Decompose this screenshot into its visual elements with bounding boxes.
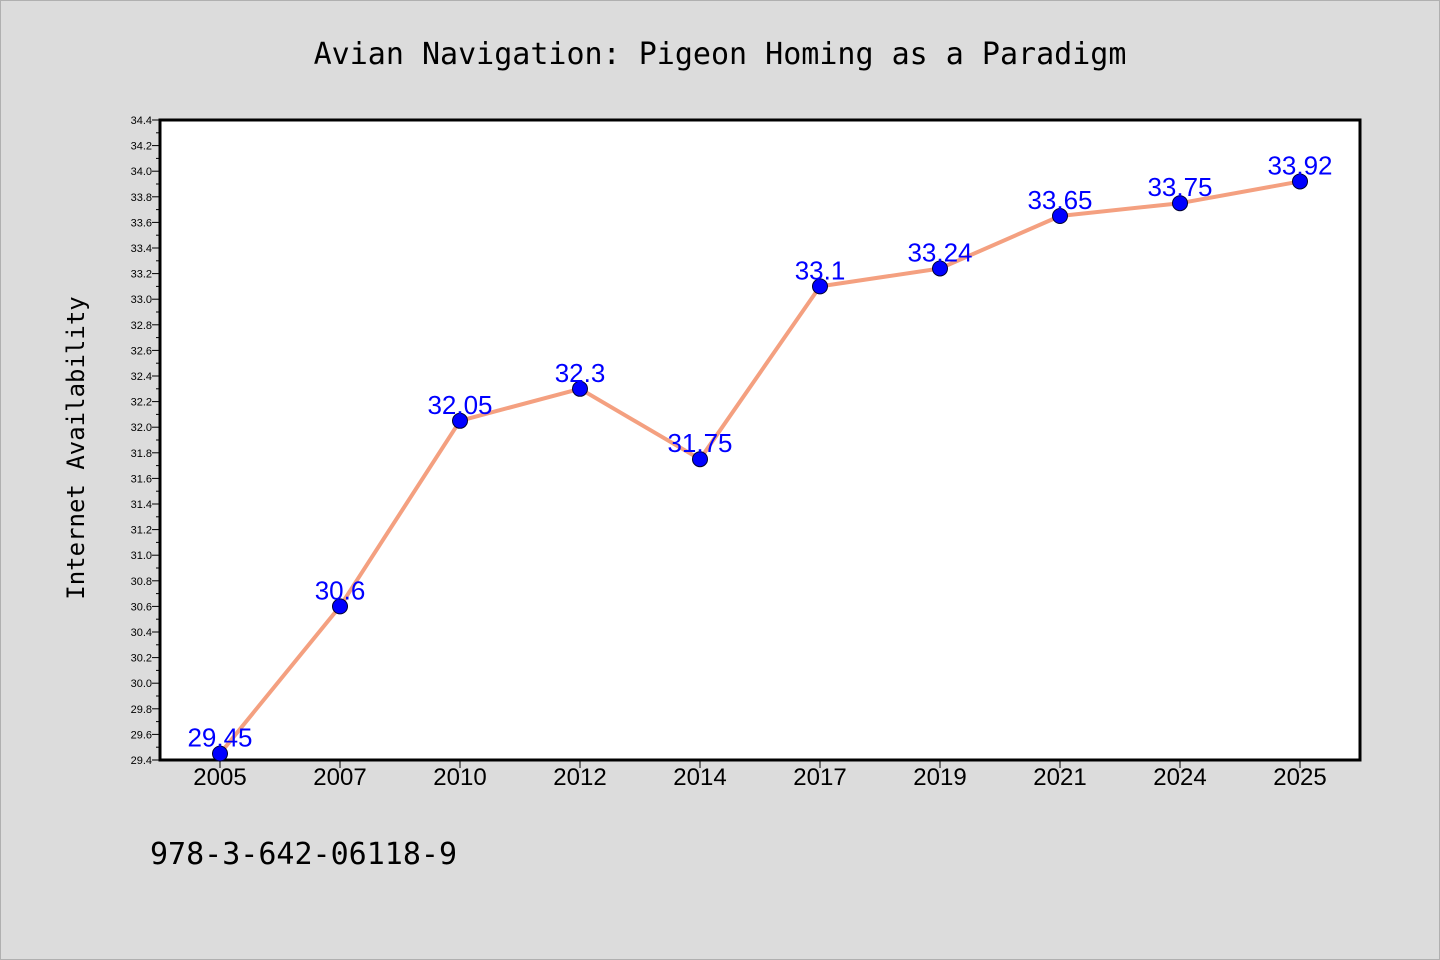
- y-tick-label: 33.4: [131, 243, 152, 255]
- y-tick-label: 30.4: [131, 627, 152, 639]
- x-axis: 2005 2007 2010 2012 2014 2017 2019 2021 2024 2025: [193, 760, 1327, 791]
- y-tick-label: 32.2: [131, 397, 152, 409]
- x-tick-label: 2012: [553, 764, 606, 791]
- x-tick-label: 2014: [673, 764, 726, 791]
- y-tick-label: 31.6: [131, 473, 152, 485]
- data-label: 32.05: [427, 390, 492, 420]
- y-tick-label: 32.0: [131, 422, 152, 434]
- y-tick-label: 34.2: [131, 141, 152, 153]
- chart-title: Avian Navigation: Pigeon Homing as a Par…: [314, 37, 1127, 72]
- y-tick-label: 29.4: [131, 755, 152, 767]
- data-label: 30.6: [315, 575, 366, 605]
- y-tick-label: 30.6: [131, 601, 152, 613]
- x-tick-label: 2005: [193, 764, 246, 791]
- y-tick-label: 31.8: [131, 448, 152, 460]
- y-tick-label: 33.8: [131, 192, 152, 204]
- y-tick-label: 33.6: [131, 217, 152, 229]
- x-tick-label: 2025: [1273, 764, 1326, 791]
- footer-text: 978-3-642-06118-9: [150, 837, 457, 872]
- x-tick-label: 2024: [1153, 764, 1206, 791]
- data-label: 33.75: [1147, 172, 1212, 202]
- y-tick-label: 32.4: [131, 371, 152, 383]
- data-label: 33.24: [907, 237, 972, 267]
- y-tick-label: 29.8: [131, 704, 152, 716]
- data-label: 33.92: [1267, 150, 1332, 180]
- x-tick-label: 2019: [913, 764, 966, 791]
- y-tick-label: 34.0: [131, 166, 152, 178]
- data-point: [932, 260, 948, 277]
- series-line: [218, 179, 1302, 756]
- data-point: [692, 451, 708, 468]
- y-tick-label: 31.0: [131, 550, 152, 562]
- y-tick-label: 33.0: [131, 294, 152, 306]
- data-label: 31.75: [667, 428, 732, 458]
- data-point: [1052, 208, 1068, 224]
- x-tick-label: 2007: [313, 764, 366, 791]
- data-point: [572, 380, 588, 397]
- y-tick-label: 31.4: [131, 499, 152, 511]
- data-point: [1172, 195, 1188, 212]
- series-layer: 29.45 30.6 32.05 32.3 31.75 33.1 33.24 33.65 33.…: [187, 150, 1333, 762]
- data-point: [332, 598, 348, 615]
- y-tick-label: 29.6: [131, 729, 152, 741]
- y-tick-label: 34.4: [131, 115, 152, 127]
- x-tick-label: 2017: [793, 764, 846, 791]
- data-label: 29.45: [187, 723, 252, 753]
- data-label: 33.1: [795, 255, 846, 285]
- data-point: [812, 278, 828, 295]
- data-point: [452, 412, 468, 429]
- y-tick-label: 30.8: [131, 576, 152, 588]
- data-label: 32.3: [555, 358, 606, 388]
- y-axis-label: Internet Availability: [62, 296, 90, 599]
- y-axis: 29.4 29.6 29.8 30.0 30.2 30.4 30.6 30.8 31.0 31.2…: [131, 115, 160, 767]
- y-tick-label: 30.0: [131, 678, 152, 690]
- x-tick-label: 2010: [433, 764, 486, 791]
- y-tick-label: 32.6: [131, 345, 152, 357]
- data-label: 33.65: [1027, 185, 1092, 215]
- data-point: [1292, 173, 1308, 190]
- y-tick-label: 31.2: [131, 525, 152, 537]
- x-tick-label: 2021: [1033, 764, 1086, 791]
- y-tick-label: 30.2: [131, 653, 152, 665]
- y-tick-label: 32.8: [131, 320, 152, 332]
- y-tick-label: 33.2: [131, 269, 152, 281]
- plot-area: [158, 118, 1362, 762]
- data-point: [212, 745, 228, 762]
